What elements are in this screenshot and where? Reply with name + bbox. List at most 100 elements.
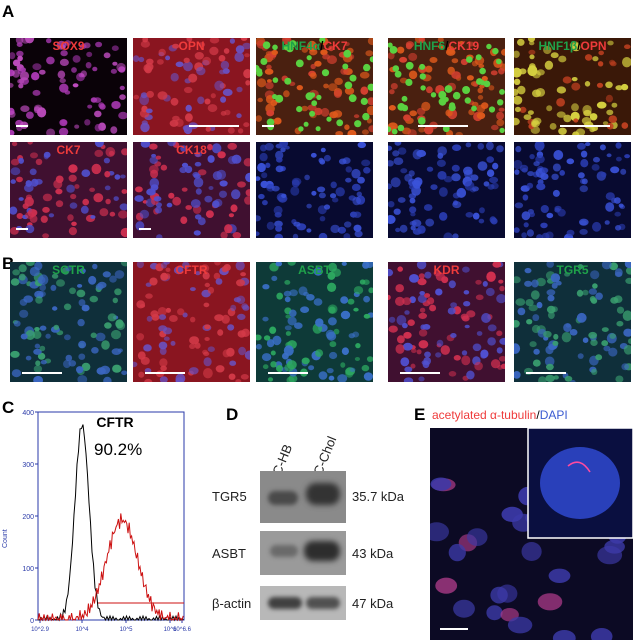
panel-label-e: E xyxy=(414,405,426,424)
marker-label: ASBT xyxy=(256,263,373,277)
blot-kda: 47 kDa xyxy=(352,596,394,611)
marker-label-part: CFTR xyxy=(175,263,208,277)
blot-row-label: TGR5 xyxy=(212,489,247,504)
marker-label-part: HNF4α xyxy=(281,39,321,53)
scale-bar xyxy=(418,125,468,127)
marker-label: KDR xyxy=(388,263,505,277)
band xyxy=(306,483,340,505)
marker-label: TGR5 xyxy=(514,263,631,277)
marker-label-part: SCTR xyxy=(52,263,85,277)
blot-asbt xyxy=(260,531,346,575)
scale-bar xyxy=(139,228,151,230)
marker-label: CFTR xyxy=(133,263,250,277)
y-tick-label: 100 xyxy=(22,566,34,573)
scale-bar xyxy=(560,125,610,127)
x-tick-label: 10^4 xyxy=(76,627,89,633)
micrograph-b: CFTR xyxy=(133,262,250,382)
band xyxy=(306,597,340,609)
scale-bar xyxy=(526,372,566,374)
marker-label: SOX9 xyxy=(10,39,127,53)
micrograph-b: ASBT xyxy=(256,262,373,382)
title-red: acetylated α-tubulin xyxy=(432,408,537,422)
micrograph-a-row1: HNF6/CK19 xyxy=(388,38,505,135)
nucleus xyxy=(466,528,488,546)
marker-label-part: HNF6 xyxy=(413,39,446,53)
micrograph-a-row1: OPN xyxy=(133,38,250,135)
y-tick-label: 200 xyxy=(22,514,34,521)
cilia-micrograph xyxy=(430,428,633,640)
micrograph-a-row1: HNF1β/OPN xyxy=(514,38,631,135)
scale-bar xyxy=(268,372,308,374)
micrograph-b: KDR xyxy=(388,262,505,382)
micrograph-a-row1: HNF4α/CK7 xyxy=(256,38,373,135)
marker-label-part: SOX9 xyxy=(52,39,85,53)
blot-tgr5 xyxy=(260,471,346,523)
micrograph-a-row2: CK18 xyxy=(133,142,250,238)
nucleus xyxy=(521,542,542,561)
marker-label-part: CK7 xyxy=(56,143,81,157)
marker-label: HNF1β/OPN xyxy=(514,39,631,53)
micrograph-a-row1: SOX9 xyxy=(10,38,127,135)
nucleus xyxy=(430,477,452,491)
cftr-histogram xyxy=(37,513,184,622)
marker-label-part: HNF1β xyxy=(538,39,578,53)
micrograph-b: SCTR xyxy=(10,262,127,382)
nucleus xyxy=(552,630,576,640)
flow-plot: 0 100 200 300 400 10^2.9 10^4 10^5 10^610^6.6 xyxy=(22,410,191,633)
nucleus xyxy=(448,543,466,562)
scale-bar xyxy=(262,125,274,127)
blot-row-label: β-actin xyxy=(212,596,252,611)
marker-label-part: / xyxy=(577,39,581,53)
panel-label-a: A xyxy=(2,2,15,21)
marker-label-part: CK7 xyxy=(323,39,348,53)
x-tick-label: 10^5 xyxy=(120,627,133,633)
flow-title: CFTR xyxy=(96,414,134,430)
y-tick-label: 400 xyxy=(22,410,34,417)
marker-label-part: KDR xyxy=(433,263,460,277)
marker-label-part: ASBT xyxy=(298,263,331,277)
y-tick-label: 300 xyxy=(22,462,34,469)
marker-label-part: CK19 xyxy=(448,39,480,53)
x-tick-label: 10^6 xyxy=(164,627,177,633)
micrograph-a-row2 xyxy=(388,142,505,238)
blot-kda: 43 kDa xyxy=(352,546,394,561)
scale-bar xyxy=(440,628,468,630)
x-tick-label: 10^6.6 xyxy=(173,627,191,633)
marker-label-part: TGR5 xyxy=(556,263,589,277)
nucleus xyxy=(430,522,449,542)
x-tick-label: 10^2.9 xyxy=(31,627,49,633)
nucleus xyxy=(497,584,518,603)
marker-label: CK7 xyxy=(10,143,127,157)
nucleus xyxy=(486,605,503,621)
marker-label: SCTR xyxy=(10,263,127,277)
marker-label-part: / xyxy=(320,39,324,53)
marker-label-part: OPN xyxy=(178,39,205,53)
band xyxy=(304,541,340,561)
micrograph-a-row2 xyxy=(256,142,373,238)
band xyxy=(270,545,298,557)
scale-bar xyxy=(16,228,28,230)
nucleus xyxy=(453,599,475,618)
inset-nucleus xyxy=(540,447,620,519)
nucleus xyxy=(537,593,563,611)
micrograph-b: TGR5 xyxy=(514,262,631,382)
scale-bar xyxy=(189,125,239,127)
title-blue: DAPI xyxy=(539,408,568,422)
scale-bar xyxy=(22,372,62,374)
band xyxy=(268,597,302,609)
title-sep: / xyxy=(536,408,540,422)
cilia-image xyxy=(430,428,633,640)
scale-bar xyxy=(400,372,440,374)
micrograph-a-row2 xyxy=(514,142,631,238)
marker-label: OPN xyxy=(133,39,250,53)
western-blot-panel: hESC-HB hESC-Chol TGR5 ASBT β-actin 35.7… xyxy=(210,405,410,644)
nucleus xyxy=(590,628,613,640)
control-histogram xyxy=(37,424,184,622)
blot-actin xyxy=(260,586,346,620)
scale-bar xyxy=(145,372,185,374)
plot-frame xyxy=(37,411,185,621)
panel-label-c: C xyxy=(2,398,15,417)
flow-histogram-panel: CFTR 90.2% Count 0 100 200 300 400 10^2.9 10^4… xyxy=(0,398,200,644)
nucleus xyxy=(507,616,533,634)
nucleus xyxy=(597,545,623,565)
